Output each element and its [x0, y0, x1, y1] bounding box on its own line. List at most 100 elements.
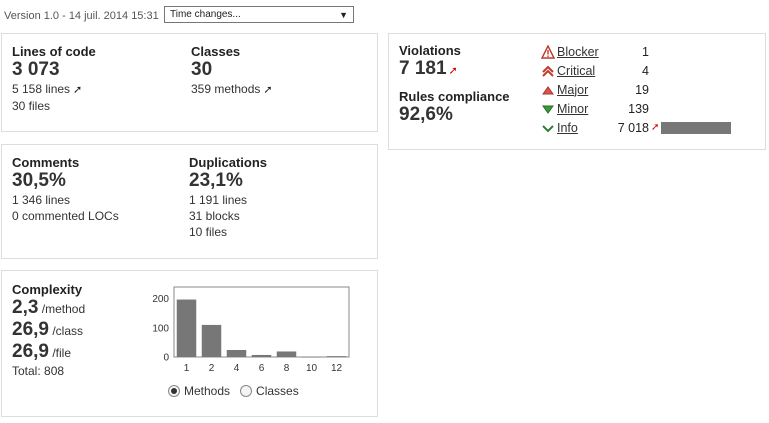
size-widget: Lines of code 3 073 5 158 lines ➚ 30 file… — [1, 33, 378, 132]
x-tick-label: 6 — [259, 363, 265, 374]
chart-bar — [326, 356, 347, 357]
violations-value: 7 181 — [399, 58, 447, 79]
complexity-widget: Complexity 2,3 /method 26,9 /class 26,9 … — [1, 270, 378, 417]
critical-icon — [539, 64, 557, 78]
info-link[interactable]: Info — [557, 120, 578, 135]
trend-up-icon: ➚ — [263, 84, 273, 96]
loc-block: Lines of code 3 073 5 158 lines ➚ 30 file… — [12, 44, 96, 114]
chart-plot-frame — [173, 286, 350, 358]
bars-group — [176, 299, 347, 358]
chart-bar — [276, 351, 297, 357]
classes-value: 30 — [191, 59, 213, 80]
commented-locs: 0 commented LOCs — [12, 209, 119, 223]
per-class-row: 26,9 /class — [12, 319, 85, 341]
duplications-label: Duplications — [189, 155, 268, 170]
x-tick-label: 2 — [209, 363, 215, 374]
methods-row: 359 methods ➚ — [191, 81, 273, 98]
severity-row-blocker: Blocker 1 — [539, 42, 749, 61]
critical-count: 4 — [642, 63, 649, 78]
version-text: Version 1.0 - 14 juil. 2014 15:31 — [4, 10, 159, 22]
comments-value: 30,5% — [12, 170, 66, 191]
chart-bar — [301, 356, 322, 358]
files-value: 30 files — [12, 99, 51, 113]
dup-files: 10 files — [189, 225, 228, 239]
info-count: 7 018 — [617, 120, 649, 135]
minor-icon — [539, 102, 557, 116]
y-tick-label: 200 — [152, 294, 169, 305]
compliance-value: 92,6% — [399, 104, 453, 125]
blocker-icon — [539, 44, 557, 59]
severity-row-critical: Critical 4 — [539, 61, 749, 80]
comments-duplications-widget: Comments 30,5% 1 346 lines 0 commented L… — [1, 144, 378, 259]
x-tick-label: 12 — [331, 363, 343, 374]
major-count: 19 — [635, 82, 649, 97]
severity-row-info: Info 7 018 ➚ — [539, 118, 759, 137]
major-icon — [539, 83, 557, 97]
critical-link[interactable]: Critical — [557, 63, 596, 78]
trend-up-icon: ➚ — [73, 84, 83, 96]
trend-up-red-icon: ➚ — [448, 65, 458, 77]
per-file-row: 26,9 /file — [12, 341, 85, 363]
distribution-toggle: Methods Classes — [168, 384, 299, 398]
blocker-link[interactable]: Blocker — [557, 44, 599, 59]
violations-row: 7 181 ➚ — [399, 58, 510, 80]
y-tick-label: 0 — [163, 353, 169, 364]
time-changes-value: Time changes... — [170, 9, 241, 20]
info-proportion-bar — [661, 121, 732, 134]
comment-lines: 1 346 lines — [12, 193, 71, 207]
classes-label: Classes — [191, 44, 241, 59]
duplications-block: Duplications 23,1% 1 191 lines 31 blocks… — [189, 155, 267, 240]
per-method-row: 2,3 /method — [12, 297, 85, 319]
complexity-total: Total: 808 — [12, 364, 65, 378]
severity-row-minor: Minor 139 — [539, 99, 749, 118]
time-changes-select[interactable]: Time changes... ▼ — [164, 6, 354, 23]
classes-radio[interactable] — [240, 385, 253, 397]
dropdown-arrow-icon: ▼ — [339, 9, 348, 20]
chart-bar — [176, 299, 197, 357]
compliance-label: Rules compliance — [399, 89, 510, 104]
header-bar: Version 1.0 - 14 juil. 2014 15:31 — [4, 7, 159, 25]
dup-blocks: 31 blocks — [189, 209, 240, 223]
info-icon — [539, 121, 557, 135]
radio-selected-dot — [171, 388, 177, 394]
per-class-value: 26,9 — [12, 319, 49, 340]
per-file-value: 26,9 — [12, 341, 49, 362]
blocker-count: 1 — [642, 44, 649, 59]
violations-block: Violations 7 181 ➚ Rules compliance 92,6% — [399, 43, 510, 126]
comments-label: Comments — [12, 155, 80, 170]
methods-value: 359 methods — [191, 82, 261, 96]
lines-value: 5 158 lines — [12, 82, 71, 96]
duplications-value: 23,1% — [189, 170, 243, 191]
x-tick-label: 8 — [284, 363, 290, 374]
classes-radio-label[interactable]: Classes — [256, 384, 299, 398]
complexity-label: Complexity — [12, 282, 83, 297]
per-file-unit: /file — [52, 346, 72, 360]
violations-widget: Violations 7 181 ➚ Rules compliance 92,6%… — [388, 33, 766, 150]
loc-label: Lines of code — [12, 44, 96, 59]
lines-row: 5 158 lines ➚ — [12, 81, 96, 98]
comments-block: Comments 30,5% 1 346 lines 0 commented L… — [12, 155, 119, 224]
severity-row-major: Major 19 — [539, 80, 749, 99]
classes-block: Classes 30 359 methods ➚ — [191, 44, 273, 98]
y-tick-label: 100 — [152, 323, 169, 334]
x-tick-label: 10 — [306, 363, 318, 374]
chart-bar — [226, 350, 247, 357]
per-class-unit: /class — [52, 324, 84, 338]
complexity-block: Complexity 2,3 /method 26,9 /class 26,9 … — [12, 282, 85, 379]
x-tick-label: 4 — [234, 363, 240, 374]
trend-up-red-icon: ➚ — [651, 122, 660, 133]
chart-bar — [251, 354, 272, 357]
minor-count: 139 — [628, 101, 649, 116]
methods-radio[interactable] — [168, 385, 180, 397]
y-axis: 0 100 200 — [152, 294, 169, 363]
per-method-unit: /method — [41, 302, 86, 316]
dup-lines: 1 191 lines — [189, 193, 248, 207]
violations-label: Violations — [399, 43, 461, 58]
loc-value: 3 073 — [12, 59, 60, 80]
major-link[interactable]: Major — [557, 82, 589, 97]
methods-radio-label[interactable]: Methods — [184, 384, 231, 398]
per-method-value: 2,3 — [12, 297, 39, 318]
chart-bar — [201, 324, 222, 357]
minor-link[interactable]: Minor — [557, 101, 589, 116]
